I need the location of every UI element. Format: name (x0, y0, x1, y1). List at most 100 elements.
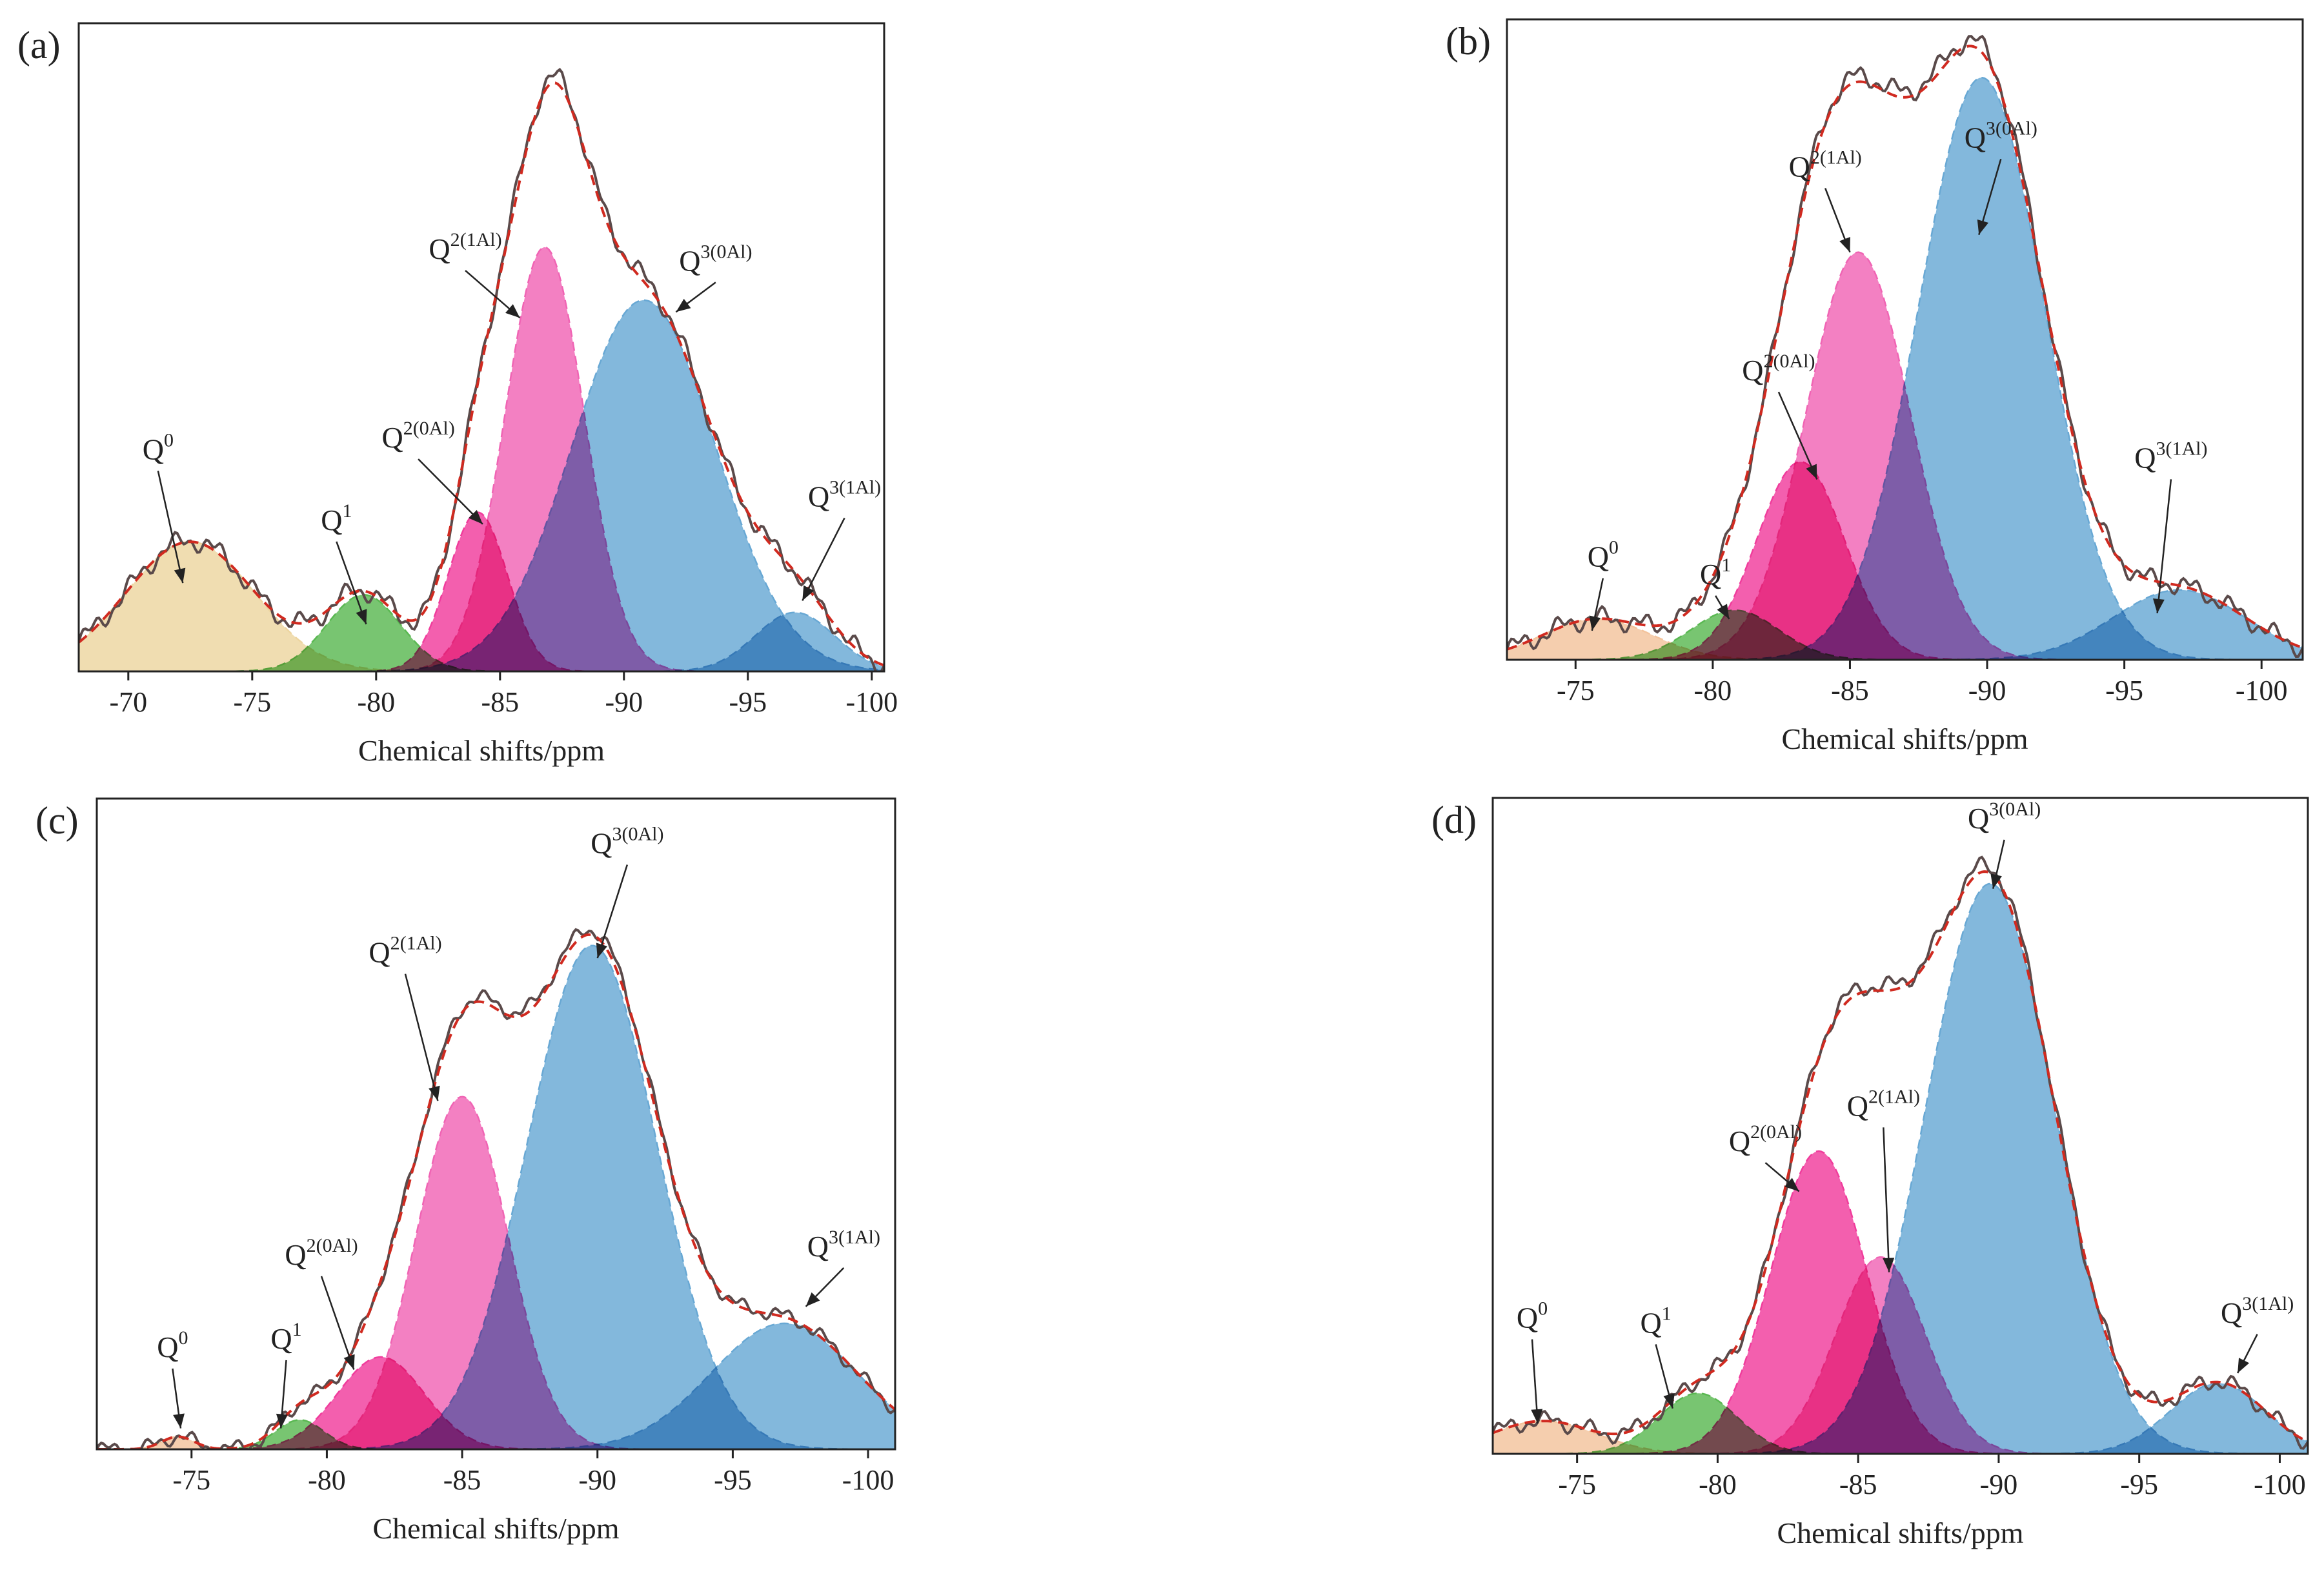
peak-annotation: Q2(0Al) (381, 418, 483, 525)
x-tick-label: -90 (1980, 1469, 2018, 1500)
x-tick-label: -90 (1968, 675, 2006, 706)
x-tick-label: -95 (714, 1464, 752, 1496)
peak-annotation: Q0 (1517, 1298, 1548, 1424)
arrowhead-icon (1839, 236, 1850, 252)
peak-label: Q0 (143, 429, 174, 465)
x-tick: -90 (605, 671, 643, 718)
peak-q0 (1507, 618, 2303, 660)
x-tick-label: -95 (2105, 675, 2143, 706)
arrowhead-icon (1531, 1409, 1543, 1424)
peak-annotation: Q1 (1640, 1303, 1675, 1409)
peak-label: Q0 (1588, 537, 1619, 573)
peak-annotation: Q3(0Al) (1968, 799, 2041, 889)
x-axis: -75 -80 -85 -90 -95 -100 (1557, 660, 2288, 706)
arrowhead-icon (173, 1413, 185, 1429)
peak-annotation: Q1 (270, 1319, 302, 1429)
arrowhead-icon (469, 509, 483, 524)
plot-frame (1506, 18, 2304, 661)
peak-annotation: Q2(0Al) (1742, 351, 1818, 480)
peak-label: Q2(0Al) (285, 1235, 358, 1271)
x-tick: -80 (1699, 1454, 1737, 1500)
x-tick-label: -75 (233, 686, 271, 718)
annotation-arrow (1883, 1127, 1890, 1272)
annotation-arrow (320, 1276, 355, 1370)
x-tick-label: -80 (1699, 1469, 1737, 1500)
peak-label: Q1 (1640, 1303, 1671, 1339)
arrowhead-icon (356, 609, 367, 624)
peak-label: Q0 (157, 1327, 188, 1363)
x-tick-label: -95 (2120, 1469, 2158, 1500)
x-tick-label: -100 (2254, 1469, 2306, 1500)
peak-annotation: Q2(1Al) (429, 229, 521, 319)
x-tick: -85 (443, 1449, 481, 1496)
x-tick-label: -85 (443, 1464, 481, 1496)
arrowhead-icon (805, 1292, 820, 1307)
peak-annotation: Q3(0Al) (675, 241, 752, 313)
annotation-arrow (336, 541, 367, 625)
arrowhead-icon (276, 1413, 288, 1429)
panel-b: -75 -80 -85 -90 -95 -100 Chemical shifts/ppm (b… (1446, 18, 2304, 755)
panel-a: -70 -75 -80 -85 -90 -95 -100 Chemical shifts/pp… (17, 22, 898, 767)
annotation-arrow (404, 974, 439, 1101)
peak-label: Q1 (321, 500, 352, 536)
plot-frame (1491, 797, 2309, 1455)
peak-q0 (79, 540, 884, 671)
peak-q31al (1507, 589, 2303, 660)
x-tick: -75 (172, 1449, 210, 1496)
peak-label: Q2(1Al) (1789, 147, 1862, 183)
x-axis: -75 -80 -85 -90 -95 -100 (172, 1449, 894, 1496)
experimental-spectrum (1493, 855, 2308, 1450)
plot-area (1493, 855, 2308, 1454)
arrowhead-icon (1717, 604, 1730, 619)
x-tick: -90 (1980, 1454, 2018, 1500)
x-tick-label: -75 (1558, 1469, 1596, 1500)
x-tick-label: -100 (2236, 675, 2288, 706)
peak-q30al (1493, 882, 2308, 1454)
x-tick: -80 (308, 1449, 346, 1496)
annotation-arrow (2156, 479, 2172, 613)
x-tick-label: -75 (172, 1464, 210, 1496)
peak-label: Q2(0Al) (1742, 351, 1815, 387)
panel-label: (d) (1431, 799, 1477, 841)
x-tick: -100 (2254, 1454, 2306, 1500)
panel-c: -75 -80 -85 -90 -95 -100 Chemical shifts/ppm (c… (35, 797, 896, 1545)
peak-annotation: Q1 (1700, 555, 1731, 620)
arrowhead-icon (2238, 1358, 2250, 1373)
peak-label: Q3(1Al) (808, 476, 881, 513)
arrowhead-icon (2152, 598, 2165, 613)
x-tick: -100 (2236, 660, 2288, 706)
x-tick: -80 (1694, 660, 1732, 706)
plot-area (97, 928, 895, 1449)
x-axis-title: Chemical shifts/ppm (358, 734, 605, 767)
arrowhead-icon (343, 1354, 355, 1370)
plot-frame (96, 797, 896, 1451)
x-axis-title: Chemical shifts/ppm (1777, 1516, 2023, 1549)
peak-annotation: Q0 (157, 1327, 188, 1429)
peak-annotation: Q3(1Al) (2134, 438, 2208, 613)
peak-q21al (79, 246, 884, 671)
peak-q30al (1507, 76, 2303, 660)
arrowhead-icon (174, 567, 186, 584)
peak-label: Q1 (1700, 555, 1731, 591)
peak-annotation: Q2(1Al) (1847, 1086, 1920, 1272)
peak-label: Q3(1Al) (2134, 438, 2207, 474)
peak-q0 (1493, 1420, 2308, 1454)
peak-label: Q3(1Al) (807, 1227, 880, 1263)
arrowhead-icon (1663, 1393, 1675, 1409)
fitted-spectrum (1493, 870, 2308, 1443)
annotation-arrow (1777, 391, 1818, 480)
x-tick-label: -85 (481, 686, 519, 718)
peak-annotation: Q2(0Al) (285, 1235, 358, 1370)
peak-annotation: Q3(1Al) (2221, 1293, 2294, 1374)
x-tick-label: -70 (109, 686, 147, 718)
plot-frame (77, 22, 885, 673)
x-tick: -95 (729, 671, 767, 718)
x-tick: -95 (2120, 1454, 2158, 1500)
x-tick-label: -80 (308, 1464, 346, 1496)
x-tick-label: -75 (1557, 675, 1595, 706)
annotation-arrow (596, 864, 629, 959)
arrowhead-icon (1883, 1258, 1895, 1272)
plot-area (79, 68, 884, 671)
x-tick: -75 (1557, 660, 1595, 706)
peak-label: Q2(1Al) (369, 933, 441, 969)
